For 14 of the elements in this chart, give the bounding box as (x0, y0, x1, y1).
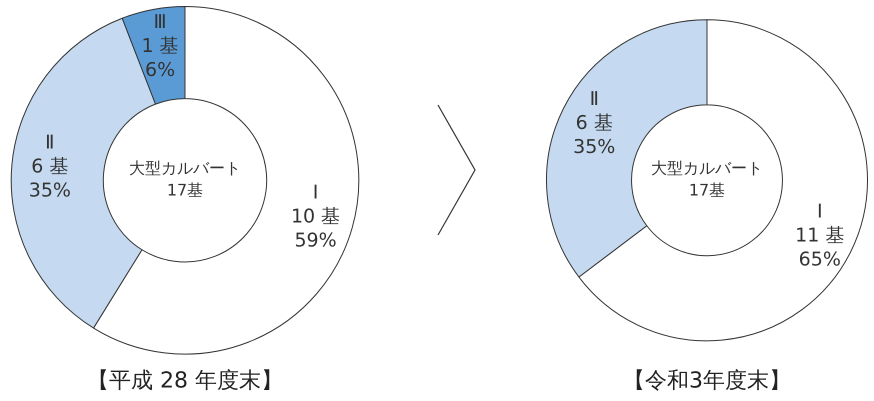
text: 【令和3年度末】 (623, 368, 791, 394)
text: 大型カルバート 17基 (129, 158, 241, 200)
slice-label: Ⅱ (45, 132, 55, 154)
slice-label: Ⅰ (816, 200, 823, 222)
data-label: 10 基 59% (290, 205, 340, 252)
slice-label: Ⅱ (590, 88, 599, 110)
data-label: 11 基 65% (795, 224, 844, 270)
data-label: 1 基 6% (141, 34, 179, 81)
data-label: 6 基 35% (28, 156, 71, 202)
text: 大型カルバート 17基 (651, 158, 763, 200)
slice-label: Ⅲ (154, 10, 167, 33)
slice-label: Ⅰ (312, 181, 318, 204)
data-label: 6 基 35% (573, 112, 616, 158)
text: 【平成 28 年度末】 (87, 368, 283, 394)
